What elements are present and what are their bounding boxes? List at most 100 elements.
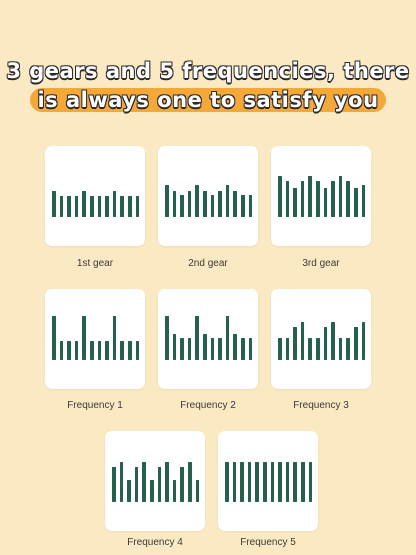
waveform-bar (346, 181, 350, 217)
waveform-bar (203, 334, 207, 360)
waveform-bar (172, 479, 177, 502)
mode-label-frequency-3: Frequency 3 (293, 400, 349, 411)
mode-card-frequency-4 (105, 431, 205, 531)
waveform-bar (323, 327, 328, 360)
waveform-bar (241, 194, 245, 217)
waveform-bar (74, 195, 79, 217)
waveform-bar (293, 462, 297, 502)
waveform-bar (172, 191, 177, 217)
waveform-bar (293, 327, 297, 360)
waveform-bar (354, 188, 358, 217)
waveform-bar (172, 334, 177, 360)
waveform-bar (52, 191, 56, 217)
waveform-bar (338, 175, 343, 217)
waveform-bar (225, 185, 230, 217)
waveform-bar (278, 462, 282, 502)
waveform-bar (128, 195, 132, 217)
mode-label-frequency-1: Frequency 1 (67, 400, 123, 411)
waveform-bar (127, 479, 131, 502)
waveform-bar (180, 194, 184, 217)
waveform-bar (52, 316, 56, 360)
waveform-bar (270, 462, 275, 502)
waveform-bar (97, 341, 102, 360)
waveform-bar (112, 467, 116, 502)
waveform-bar (338, 337, 343, 360)
mode-card-1st-gear (45, 146, 145, 246)
mode-label-2nd-gear: 2nd gear (188, 258, 228, 269)
waveform-bar (59, 341, 64, 360)
waveform-bar (59, 195, 64, 217)
mode-card-frequency-3 (271, 289, 371, 389)
waveform-bar (180, 337, 184, 360)
waveform-bar (308, 337, 312, 360)
waveform-bar (105, 195, 109, 217)
waveform-bar (278, 337, 282, 360)
waveform-icon (271, 289, 371, 389)
waveform-bar (233, 191, 237, 217)
waveform-bar (361, 322, 366, 360)
mode-card-frequency-5 (218, 431, 318, 531)
waveform-bar (134, 467, 139, 502)
waveform-bar (82, 191, 86, 217)
waveform-bar (165, 316, 169, 360)
mode-label-3rd-gear: 3rd gear (302, 258, 340, 269)
mode-card-frequency-1 (45, 289, 145, 389)
waveform-bar (165, 185, 169, 217)
waveform-bar (225, 316, 230, 360)
waveform-bar (165, 462, 169, 502)
waveform-bar (203, 191, 207, 217)
waveform-bar (67, 341, 71, 360)
waveform-bar (301, 462, 305, 502)
headline: 3 gears and 5 frequencies, there is alwa… (0, 58, 416, 114)
waveform-icon (45, 289, 145, 389)
waveform-bar (128, 341, 132, 360)
waveform-bar (278, 175, 282, 217)
waveform-bar (195, 185, 199, 217)
headline-line-2: is always one to satisfy you (37, 88, 379, 112)
waveform-bar (90, 341, 94, 360)
headline-line-2-wrap: is always one to satisfy you (0, 86, 416, 114)
waveform-bar (210, 337, 215, 360)
waveform-bar (90, 195, 94, 217)
waveform-bar (308, 462, 313, 502)
waveform-bar (323, 188, 328, 217)
waveform-bar (119, 462, 124, 502)
waveform-bar (316, 337, 320, 360)
headline-line-1: 3 gears and 5 frequencies, there (6, 59, 410, 83)
waveform-bar (248, 337, 253, 360)
waveform-icon (218, 431, 318, 531)
waveform-bar (232, 462, 237, 502)
waveform-bar (331, 322, 335, 360)
waveform-bar (67, 195, 71, 217)
waveform-bar (248, 194, 253, 217)
waveform-bar (361, 185, 366, 217)
mode-label-frequency-5: Frequency 5 (240, 537, 296, 548)
waveform-bar (308, 175, 312, 217)
waveform-bar (187, 337, 192, 360)
waveform-bar (346, 337, 350, 360)
waveform-bar (218, 191, 222, 217)
waveform-bar (285, 181, 290, 217)
waveform-bar (157, 467, 162, 502)
waveform-icon (271, 146, 371, 246)
waveform-bar (188, 462, 192, 502)
waveform-bar (354, 327, 358, 360)
mode-card-3rd-gear (271, 146, 371, 246)
waveform-bar (285, 462, 290, 502)
mode-label-1st-gear: 1st gear (76, 258, 114, 269)
waveform-bar (105, 341, 109, 360)
waveform-bar (300, 181, 305, 217)
waveform-icon (158, 289, 258, 389)
waveform-bar (120, 195, 124, 217)
mode-label-frequency-2: Frequency 2 (180, 400, 236, 411)
waveform-bar (331, 181, 335, 217)
waveform-bar (74, 341, 79, 360)
waveform-bar (210, 194, 215, 217)
waveform-bar (300, 322, 305, 360)
waveform-bar (233, 334, 237, 360)
waveform-bar (120, 341, 124, 360)
waveform-bar (240, 462, 244, 502)
waveform-icon (158, 146, 258, 246)
waveform-bar (225, 462, 229, 502)
waveform-bar (97, 195, 102, 217)
